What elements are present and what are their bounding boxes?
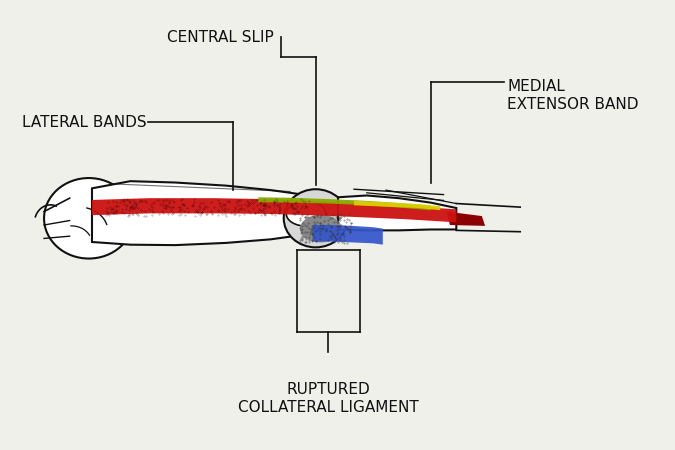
Text: LATERAL BANDS: LATERAL BANDS bbox=[22, 115, 146, 130]
Text: CENTRAL SLIP: CENTRAL SLIP bbox=[167, 30, 274, 45]
Polygon shape bbox=[92, 181, 303, 245]
Polygon shape bbox=[92, 198, 456, 222]
Ellipse shape bbox=[286, 202, 326, 226]
Ellipse shape bbox=[284, 189, 348, 248]
Polygon shape bbox=[313, 225, 383, 245]
Polygon shape bbox=[338, 195, 456, 230]
Text: MEDIAL
EXTENSOR BAND: MEDIAL EXTENSOR BAND bbox=[508, 79, 639, 112]
Polygon shape bbox=[447, 212, 485, 226]
Polygon shape bbox=[354, 201, 440, 210]
Text: RUPTURED
COLLATERAL LIGAMENT: RUPTURED COLLATERAL LIGAMENT bbox=[238, 382, 419, 415]
Polygon shape bbox=[258, 197, 431, 210]
Ellipse shape bbox=[300, 215, 342, 243]
Ellipse shape bbox=[44, 178, 134, 259]
